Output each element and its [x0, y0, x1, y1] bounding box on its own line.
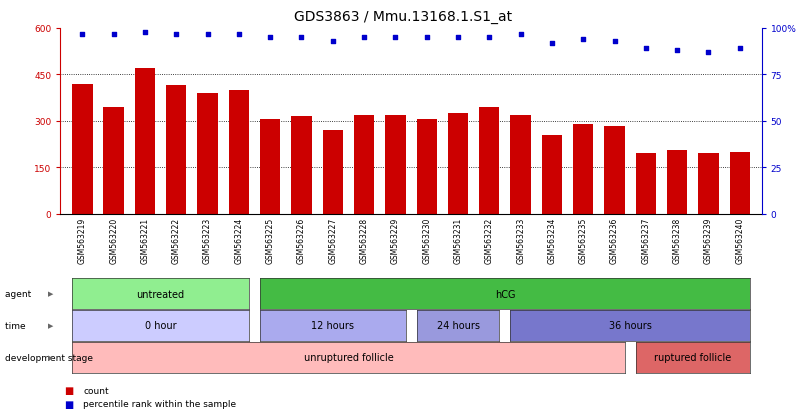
Point — [608, 38, 621, 45]
Text: ■: ■ — [64, 385, 73, 395]
Bar — [73, 85, 93, 214]
Point — [639, 46, 652, 52]
Text: time: time — [5, 321, 28, 330]
Bar — [322, 131, 343, 214]
Point — [170, 31, 183, 38]
Text: 0 hour: 0 hour — [145, 320, 177, 331]
Bar — [667, 151, 688, 214]
Point — [232, 31, 245, 38]
Point — [326, 38, 339, 45]
Point — [295, 35, 308, 41]
Bar — [604, 126, 625, 214]
Bar — [729, 152, 750, 214]
Bar — [354, 116, 374, 214]
Text: GDS3863 / Mmu.13168.1.S1_at: GDS3863 / Mmu.13168.1.S1_at — [294, 10, 512, 24]
Bar — [135, 69, 155, 214]
Bar — [229, 91, 249, 214]
Text: ▶: ▶ — [48, 291, 53, 297]
Point — [107, 31, 120, 38]
Bar — [636, 154, 656, 214]
Text: percentile rank within the sample: percentile rank within the sample — [83, 399, 236, 408]
Bar — [698, 154, 719, 214]
Text: 24 hours: 24 hours — [437, 320, 480, 331]
Point — [139, 29, 152, 36]
Text: ▶: ▶ — [48, 323, 53, 329]
Point — [514, 31, 527, 38]
Bar — [510, 116, 531, 214]
Point — [358, 35, 371, 41]
Point — [546, 40, 559, 47]
Point — [671, 48, 683, 55]
Bar — [542, 135, 562, 214]
Text: agent: agent — [5, 290, 34, 298]
Bar — [103, 108, 124, 214]
Point — [702, 50, 715, 56]
Point — [733, 46, 746, 52]
Point — [451, 35, 464, 41]
Text: unruptured follicle: unruptured follicle — [304, 352, 393, 363]
Text: development stage: development stage — [5, 353, 96, 362]
Bar — [448, 114, 468, 214]
Text: hCG: hCG — [495, 289, 515, 299]
Bar — [291, 117, 312, 214]
Text: ▶: ▶ — [48, 354, 53, 361]
Text: ■: ■ — [64, 399, 73, 409]
Bar — [573, 125, 593, 214]
Point — [577, 37, 590, 43]
Point — [76, 31, 89, 38]
Point — [202, 31, 214, 38]
Point — [389, 35, 402, 41]
Bar — [417, 120, 437, 214]
Text: untreated: untreated — [136, 289, 185, 299]
Text: count: count — [83, 386, 109, 395]
Point — [264, 35, 276, 41]
Bar — [166, 86, 186, 214]
Text: 36 hours: 36 hours — [609, 320, 651, 331]
Bar — [385, 116, 405, 214]
Bar — [197, 94, 218, 214]
Text: ruptured follicle: ruptured follicle — [654, 352, 731, 363]
Bar — [479, 108, 500, 214]
Bar — [260, 120, 280, 214]
Point — [420, 35, 433, 41]
Text: 12 hours: 12 hours — [311, 320, 355, 331]
Point — [483, 35, 496, 41]
